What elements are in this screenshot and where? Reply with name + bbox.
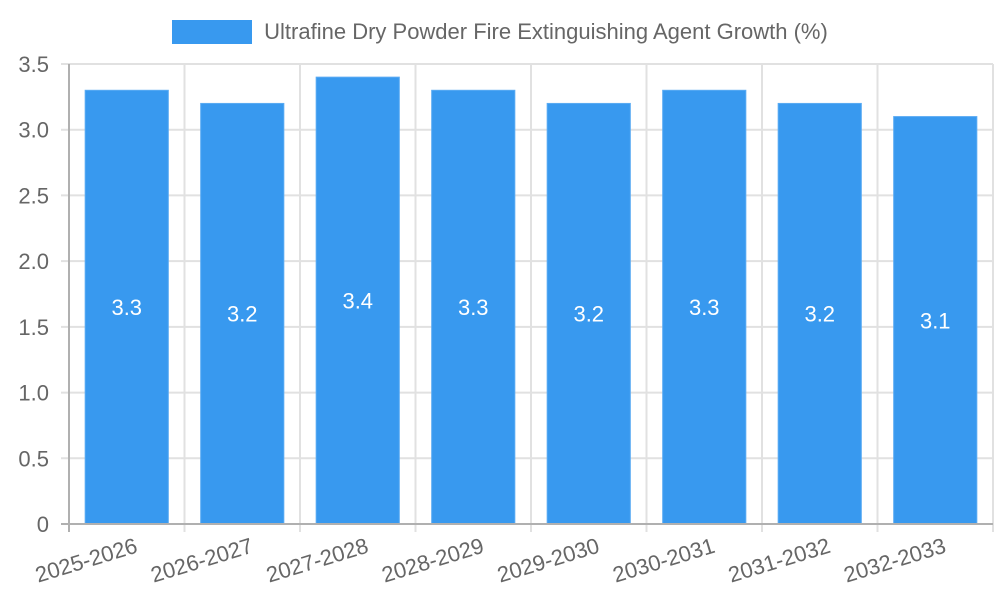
- bar-value-label: 3.2: [573, 302, 604, 327]
- x-tick-label: 2025-2026: [32, 533, 140, 588]
- bar[interactable]: [315, 76, 400, 525]
- bar-value-label: 3.3: [111, 295, 142, 320]
- bar[interactable]: [84, 89, 169, 525]
- x-tick-label: 2028-2029: [379, 533, 487, 588]
- bar[interactable]: [777, 102, 862, 525]
- y-tick-label: 0.5: [18, 446, 49, 471]
- y-tick-label: 1.5: [18, 315, 49, 340]
- bar-value-label: 3.3: [689, 295, 720, 320]
- axes: [61, 64, 993, 532]
- y-tick-label: 3.5: [18, 52, 49, 77]
- x-tick-label: 2031-2032: [725, 533, 833, 588]
- legend-label: Ultrafine Dry Powder Fire Extinguishing …: [264, 19, 828, 44]
- y-tick-label: 1.0: [18, 381, 49, 406]
- legend-swatch: [172, 20, 253, 44]
- bar-value-label: 3.4: [342, 289, 373, 314]
- y-axis-labels: 0 0.5 1.0 1.5 2.0 2.5 3.0 3.5: [18, 52, 49, 537]
- x-axis-labels: 2025-2026 2026-2027 2027-2028 2028-2029 2029…: [32, 533, 948, 588]
- x-tick-label: 2030-2031: [610, 533, 718, 588]
- bar-value-label: 3.3: [458, 295, 489, 320]
- x-tick-label: 2029-2030: [494, 533, 602, 588]
- x-tick-label: 2027-2028: [263, 533, 371, 588]
- y-tick-label: 0: [37, 512, 49, 537]
- bar[interactable]: [662, 89, 747, 525]
- chart-legend[interactable]: Ultrafine Dry Powder Fire Extinguishing …: [0, 18, 1000, 46]
- y-tick-label: 2.0: [18, 249, 49, 274]
- x-tick-label: 2032-2033: [841, 533, 949, 588]
- bar[interactable]: [546, 102, 631, 525]
- bars: 3.3 3.2 3.4 3.3 3.2 3.3 3.2 3.1: [84, 76, 978, 525]
- bar-value-label: 3.2: [227, 302, 258, 327]
- y-tick-label: 2.5: [18, 183, 49, 208]
- bar-value-label: 3.1: [920, 308, 951, 333]
- bar-value-label: 3.2: [804, 302, 835, 327]
- y-tick-label: 3.0: [18, 118, 49, 143]
- bar[interactable]: [431, 89, 516, 525]
- x-tick-label: 2026-2027: [148, 533, 256, 588]
- bar[interactable]: [200, 102, 285, 525]
- bar[interactable]: [893, 116, 978, 525]
